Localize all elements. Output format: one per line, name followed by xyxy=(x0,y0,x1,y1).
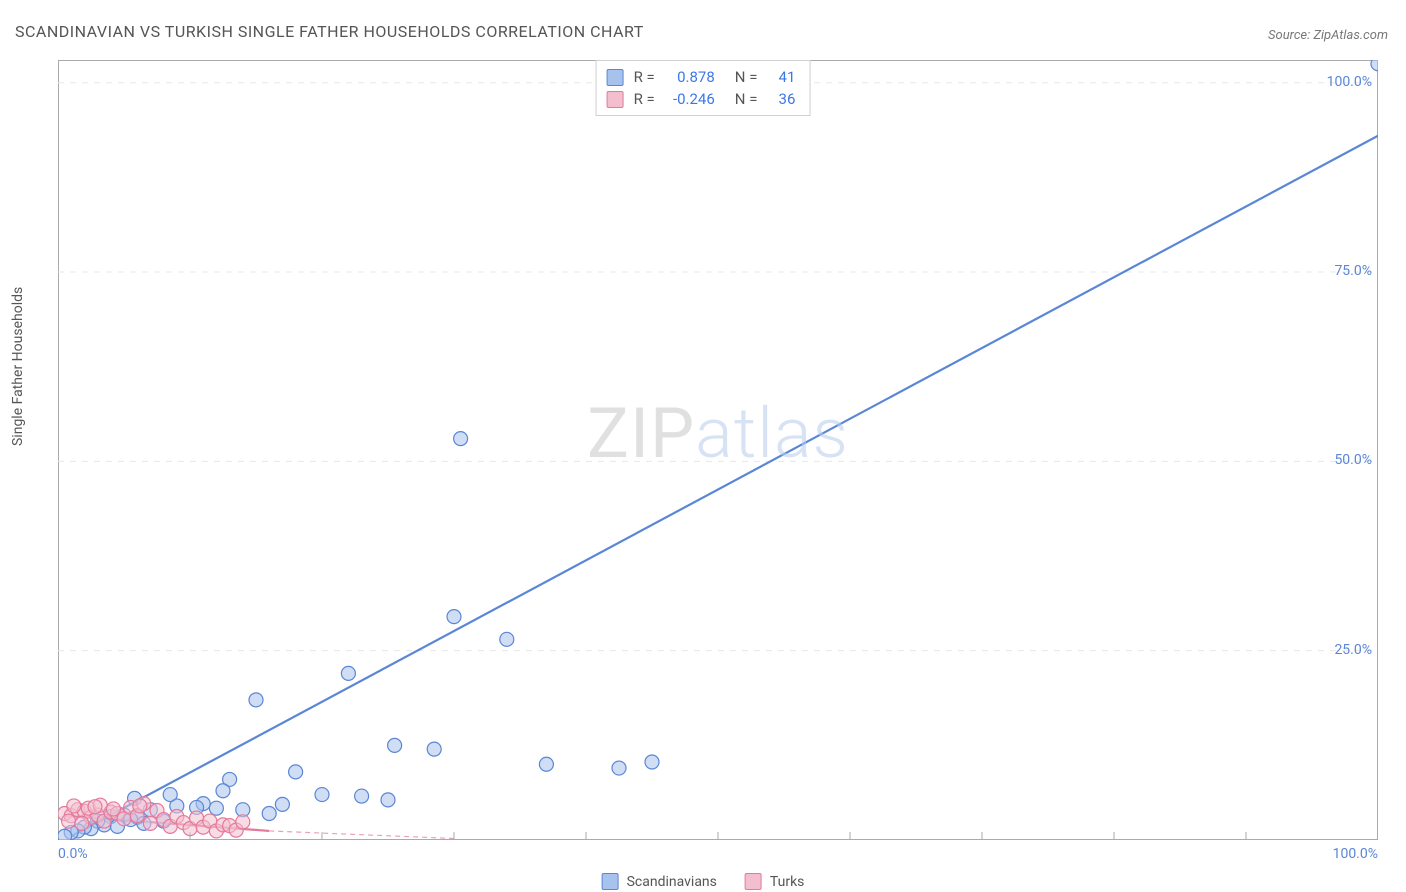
legend-label: Turks xyxy=(770,874,805,890)
axis-tick-label: 100.0% xyxy=(1333,846,1378,862)
axis-tick-label: 75.0% xyxy=(1334,263,1372,279)
legend-label: Scandinavians xyxy=(627,874,717,890)
stats-r-label: R = xyxy=(634,66,655,88)
legend-item: Scandinavians xyxy=(602,873,717,890)
stats-r-value: -0.246 xyxy=(665,88,715,110)
y-axis-label: Single Father Households xyxy=(10,287,26,446)
axis-tick-label: 0.0% xyxy=(58,846,88,862)
stats-n-value: 41 xyxy=(767,66,795,88)
stats-swatch xyxy=(607,91,624,108)
axis-tick-label: 50.0% xyxy=(1334,452,1372,468)
source-name: ZipAtlas.com xyxy=(1313,28,1388,43)
chart-container: SCANDINAVIAN VS TURKISH SINGLE FATHER HO… xyxy=(0,0,1406,892)
stats-n-label: N = xyxy=(735,66,758,88)
stats-swatch xyxy=(607,69,624,86)
chart-title: SCANDINAVIAN VS TURKISH SINGLE FATHER HO… xyxy=(15,22,644,41)
stats-r-value: 0.878 xyxy=(665,66,715,88)
stats-row: R = -0.246 N = 36 xyxy=(607,88,796,110)
source-prefix: Source: xyxy=(1268,28,1313,43)
legend-swatch xyxy=(745,873,762,890)
stats-n-label: N = xyxy=(735,88,758,110)
chart-area: ZIPatlas 0.0%100.0%25.0%50.0%75.0%100.0% xyxy=(58,60,1378,840)
stats-n-value: 36 xyxy=(767,88,795,110)
correlation-stats-box: R = 0.878 N = 41 R = -0.246 N = 36 xyxy=(596,60,811,116)
source-attribution: Source: ZipAtlas.com xyxy=(1268,28,1388,43)
stats-row: R = 0.878 N = 41 xyxy=(607,66,796,88)
stats-r-label: R = xyxy=(634,88,655,110)
axis-tick-label: 100.0% xyxy=(1327,74,1372,90)
legend-swatch xyxy=(602,873,619,890)
legend-item: Turks xyxy=(745,873,805,890)
scatter-plot xyxy=(58,60,1378,840)
legend: Scandinavians Turks xyxy=(602,873,805,890)
axis-tick-label: 25.0% xyxy=(1334,642,1372,658)
